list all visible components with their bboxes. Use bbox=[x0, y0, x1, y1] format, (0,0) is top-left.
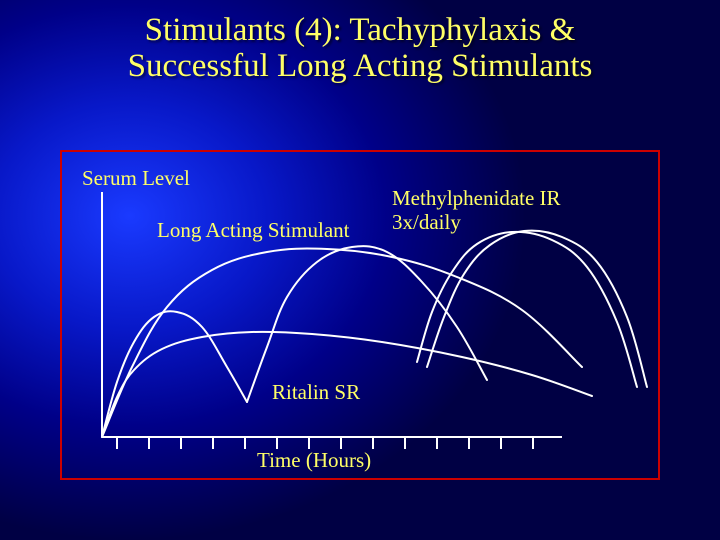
ir-label-line-2: 3x/daily bbox=[392, 210, 461, 235]
x-axis-label: Time (Hours) bbox=[257, 448, 371, 473]
slide: Stimulants (4): Tachyphylaxis & Successf… bbox=[0, 0, 720, 540]
slide-title: Stimulants (4): Tachyphylaxis & Successf… bbox=[0, 12, 720, 85]
title-line-1: Stimulants (4): Tachyphylaxis & bbox=[145, 12, 576, 48]
ritalin-sr-label: Ritalin SR bbox=[272, 380, 360, 405]
chart-container: Serum Level Long Acting Stimulant Methyl… bbox=[60, 150, 660, 480]
title-line-2: Successful Long Acting Stimulants bbox=[128, 48, 593, 84]
ir-label-line-1: Methylphenidate IR bbox=[392, 186, 561, 211]
long-acting-label: Long Acting Stimulant bbox=[157, 218, 350, 243]
y-axis-label: Serum Level bbox=[82, 166, 190, 191]
serum-level-chart bbox=[62, 152, 658, 478]
